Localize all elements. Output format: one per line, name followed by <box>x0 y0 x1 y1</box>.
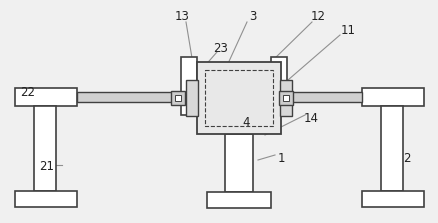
Bar <box>225 134 252 192</box>
Bar <box>361 88 423 106</box>
Bar <box>15 88 77 106</box>
Text: 21: 21 <box>39 159 54 173</box>
Bar <box>380 106 402 191</box>
Bar <box>279 80 291 116</box>
Text: 13: 13 <box>174 10 189 23</box>
Text: 11: 11 <box>340 23 355 37</box>
Bar <box>205 70 272 126</box>
Bar <box>34 106 56 191</box>
Bar <box>15 191 77 207</box>
Bar <box>361 191 423 207</box>
Bar <box>77 92 180 102</box>
Text: 22: 22 <box>21 85 35 99</box>
Bar <box>186 80 198 116</box>
Text: 12: 12 <box>310 10 325 23</box>
Bar <box>279 91 292 105</box>
Text: 1: 1 <box>277 151 284 165</box>
Text: 23: 23 <box>213 41 228 54</box>
Bar <box>197 62 280 134</box>
Text: 2: 2 <box>403 151 410 165</box>
Text: 4: 4 <box>242 116 249 128</box>
Bar <box>171 91 184 105</box>
Bar <box>270 57 286 115</box>
Bar <box>175 95 180 101</box>
Bar <box>283 95 288 101</box>
Bar <box>286 92 361 102</box>
Text: 14: 14 <box>303 112 318 124</box>
Bar <box>180 57 197 115</box>
Bar <box>207 192 270 208</box>
Text: 3: 3 <box>249 10 256 23</box>
